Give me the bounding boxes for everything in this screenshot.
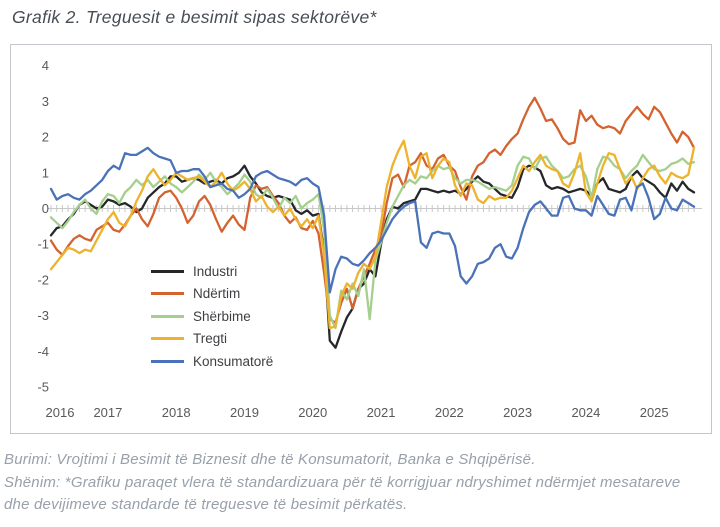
legend-label: Konsumatorë — [193, 353, 274, 369]
y-axis-tick-label: -2 — [37, 272, 49, 287]
y-axis-tick-label: 2 — [42, 130, 49, 145]
x-axis-tick-label: 2021 — [367, 405, 396, 420]
x-axis-tick-label: 2016 — [46, 405, 75, 420]
y-axis-tick-label: -4 — [37, 344, 49, 359]
legend-item-sherbime: Shërbime — [151, 305, 273, 328]
y-axis-tick-label: -5 — [37, 380, 49, 395]
industri-line-swatch — [151, 269, 184, 273]
chart-area: 4 3 2 1 0 -1 -2 -3 -4 -5 2016 2017 2018 2019 2020 2021 2… — [10, 44, 712, 434]
y-axis-tick-label: 3 — [42, 94, 49, 109]
x-axis-tick-label: 2020 — [298, 405, 327, 420]
y-axis-tick-label: 0 — [42, 201, 49, 216]
chart-legend: Industri Ndërtim Shërbime Tregti Konsuma… — [151, 260, 273, 373]
source-note: Burimi: Vrojtimi i Besimit të Biznesit d… — [4, 451, 536, 468]
legend-label: Ndërtim — [193, 286, 241, 302]
legend-label: Shërbime — [193, 308, 251, 324]
x-axis-tick-label: 2022 — [435, 405, 464, 420]
x-axis-tick-label: 2024 — [571, 405, 600, 420]
legend-label: Industri — [193, 263, 238, 279]
method-note-line1: Shënim: *Grafiku paraqet vlera të standa… — [4, 473, 681, 491]
series-line-ndërtim — [49, 96, 696, 324]
tregti-line-swatch — [151, 337, 184, 341]
legend-item-ndertim: Ndërtim — [151, 283, 273, 306]
series-line-konsumatorë — [49, 146, 696, 294]
legend-item-konsumatore: Konsumatorë — [151, 350, 273, 373]
y-axis-tick-label: -3 — [37, 308, 49, 323]
y-axis-tick-label: 4 — [42, 58, 49, 73]
series-line-shërbime — [49, 153, 696, 330]
y-axis-tick-label: 1 — [42, 165, 49, 180]
x-axis-tick-label: 2019 — [230, 405, 259, 420]
figure-notes: Burimi: Vrojtimi i Besimit të Biznesit d… — [4, 449, 680, 517]
sherbime-line-swatch — [151, 314, 184, 318]
series-line-tregti — [49, 139, 696, 330]
chart-title: Grafik 2. Treguesit e besimit sipas sekt… — [12, 7, 377, 27]
method-note-line2: dhe devijimeve standarde të treguesve të… — [4, 496, 408, 513]
x-axis-tick-label: 2017 — [93, 405, 122, 420]
x-axis-tick-label: 2018 — [162, 405, 191, 420]
legend-label: Tregti — [193, 331, 228, 347]
x-axis-tick-label: 2025 — [640, 405, 669, 420]
y-axis-tick-label: -1 — [37, 237, 49, 252]
legend-item-tregti: Tregti — [151, 328, 273, 351]
ndertim-line-swatch — [151, 292, 184, 296]
legend-item-industri: Industri — [151, 260, 273, 283]
x-axis-tick-label: 2023 — [503, 405, 532, 420]
confidence-lines-plot: 4 3 2 1 0 -1 -2 -3 -4 -5 2016 2017 2018 2019 2020 2021 2… — [37, 58, 703, 420]
konsumatore-line-swatch — [151, 359, 184, 363]
